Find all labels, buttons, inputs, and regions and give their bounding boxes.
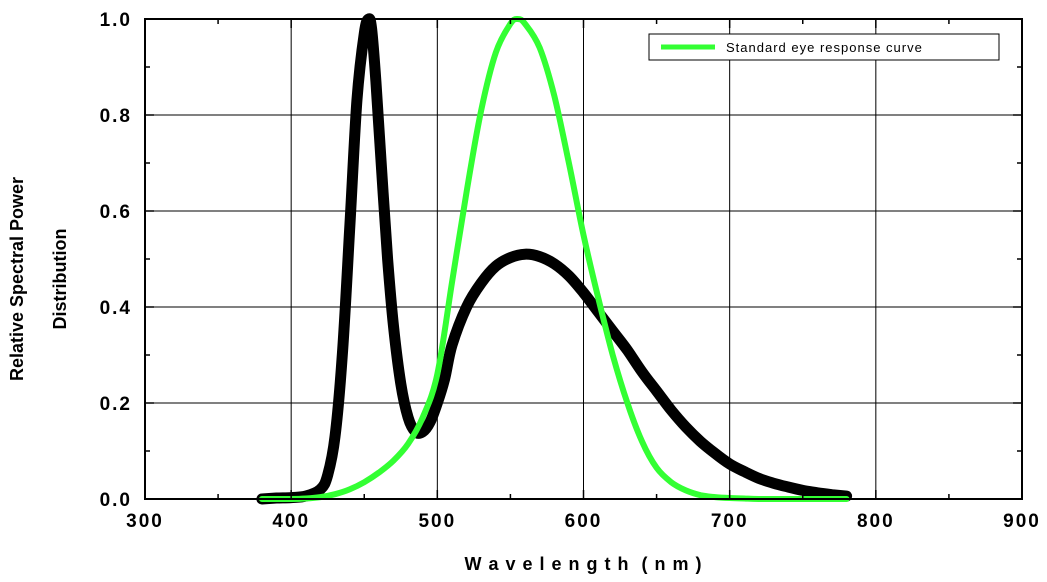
legend-label: Standard eye response curve: [726, 40, 923, 55]
y-tick-label: 1.0: [100, 10, 132, 31]
x-tick-label: 600: [565, 511, 603, 532]
x-axis-title: W a v e l e n g t h ( n m ): [464, 554, 702, 574]
x-tick-label: 800: [857, 511, 895, 532]
x-tick-label: 900: [1003, 511, 1041, 532]
x-tick-label: 400: [272, 511, 310, 532]
series-line-0: [256, 13, 853, 505]
x-tick-label: 700: [711, 511, 749, 532]
axis-titles: W a v e l e n g t h ( n m ) Relative Spe…: [7, 177, 702, 574]
y-tick-label: 0.4: [100, 298, 132, 319]
axis-ticks: [144, 18, 1023, 500]
grid: [145, 19, 1022, 499]
legend: Standard eye response curve: [648, 33, 1000, 61]
y-tick-label: 0.0: [100, 490, 132, 511]
y-tick-label: 0.8: [100, 106, 132, 127]
y-axis-title-line-1: Relative Spectral Power: [7, 177, 27, 381]
tick-labels: 300 400 500 600 700 800 900 0.0 0.2 0.4 0.6 0.8 1.0: [100, 10, 1041, 532]
x-tick-label: 500: [418, 511, 456, 532]
x-tick-label: 300: [126, 511, 164, 532]
y-tick-label: 0.2: [100, 394, 132, 415]
y-axis-title-line-2: Distribution: [50, 229, 70, 330]
y-tick-label: 0.6: [100, 202, 132, 223]
series-line-1: [258, 15, 850, 503]
series-lines: [256, 13, 853, 505]
